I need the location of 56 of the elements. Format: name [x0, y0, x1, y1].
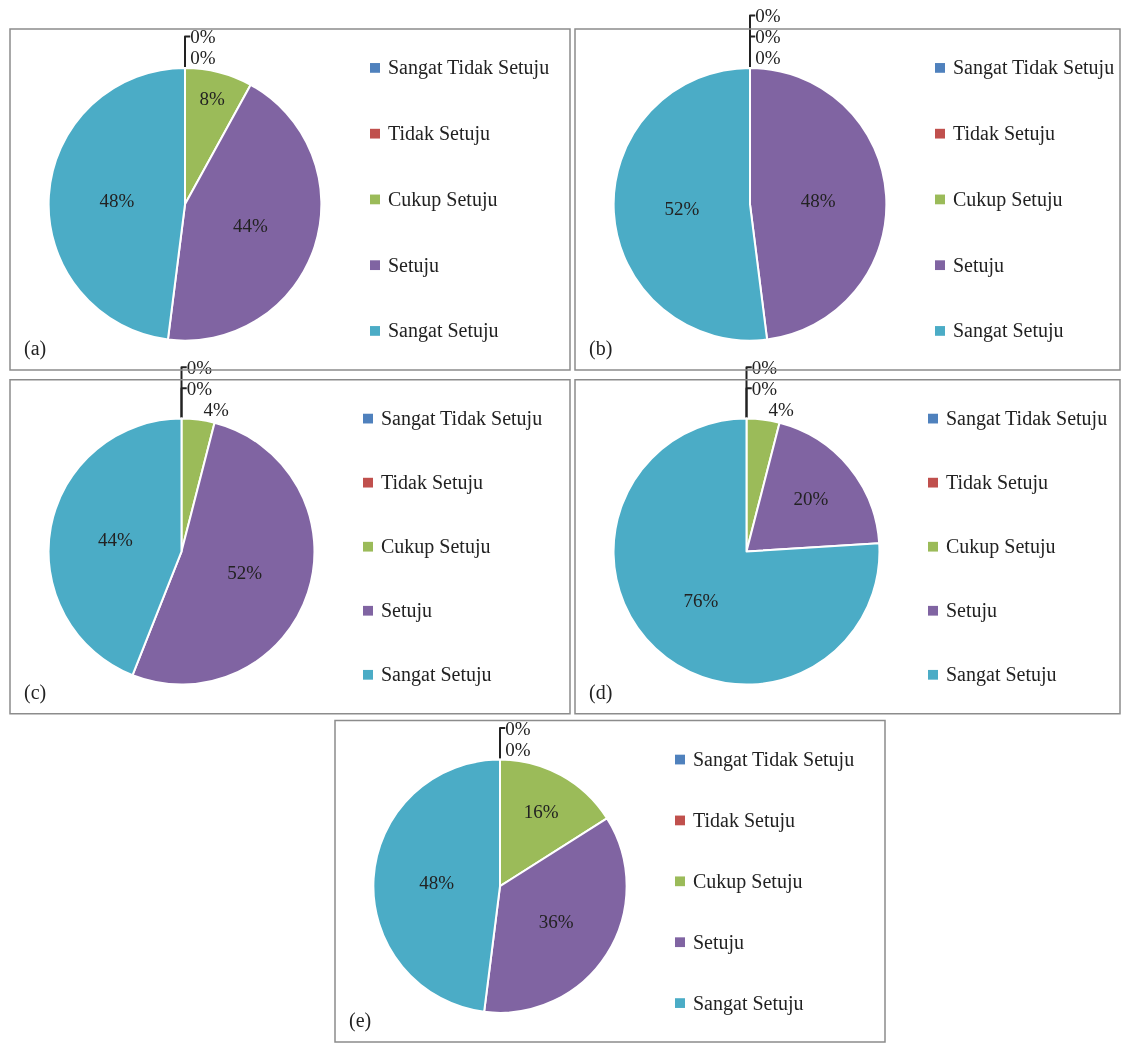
text: 0%: [190, 25, 216, 47]
legend-label: Cukup Setuju: [946, 535, 1056, 558]
data-label: 16%: [523, 800, 559, 822]
data-label: 8%: [199, 88, 225, 110]
text: (d): [589, 681, 613, 704]
legend-label: Sangat Tidak Setuju: [388, 56, 550, 79]
text: 0%: [755, 4, 781, 26]
legend-label: Tidak Setuju: [946, 471, 1049, 494]
data-label: 4%: [768, 398, 794, 420]
legend-label: Setuju: [381, 599, 433, 622]
data-label: 48%: [419, 871, 455, 893]
text: (a): [24, 337, 47, 360]
data-label: 52%: [227, 561, 263, 583]
legend-label: Setuju: [946, 599, 998, 622]
data-label: 4%: [203, 398, 229, 420]
text: (e): [349, 1009, 372, 1032]
data-label: 52%: [664, 198, 700, 220]
legend-label: Setuju: [388, 254, 440, 277]
data-label: 48%: [99, 189, 135, 211]
text: 0%: [505, 717, 531, 739]
legend-label: Sangat Tidak Setuju: [381, 407, 543, 430]
data-label: 44%: [232, 215, 268, 237]
legend-label: Tidak Setuju: [388, 122, 491, 145]
data-label: 44%: [98, 528, 134, 550]
data-label: 36%: [538, 911, 574, 933]
data-label: 48%: [800, 189, 836, 211]
legend-label: Sangat Setuju: [693, 992, 804, 1015]
text: 0%: [751, 377, 778, 399]
legend-label: Cukup Setuju: [381, 535, 491, 558]
legend-label: Tidak Setuju: [693, 809, 796, 832]
pie-slice: [612, 417, 881, 686]
legend-label: Sangat Tidak Setuju: [946, 407, 1108, 430]
legend-label: Sangat Setuju: [946, 663, 1057, 686]
text: 0%: [505, 738, 531, 760]
legend-label: Sangat Tidak Setuju: [693, 748, 855, 771]
text: 0%: [751, 356, 778, 378]
legend-label: Sangat Setuju: [388, 319, 499, 342]
legend-label: Cukup Setuju: [953, 188, 1063, 211]
legend-label: Setuju: [953, 254, 1005, 277]
text: (b): [589, 337, 613, 360]
text: 0%: [755, 46, 781, 68]
legend-label: Sangat Tidak Setuju: [953, 56, 1115, 79]
text: 0%: [755, 25, 781, 47]
data-label: 76%: [683, 589, 719, 611]
legend-label: Sangat Setuju: [381, 663, 492, 686]
data-label: 20%: [793, 487, 829, 509]
legend-label: Tidak Setuju: [953, 122, 1056, 145]
legend-label: Setuju: [693, 931, 745, 954]
text: 0%: [190, 46, 216, 68]
legend-label: Sangat Setuju: [953, 319, 1064, 342]
text: 0%: [186, 356, 213, 378]
legend-label: Tidak Setuju: [381, 471, 484, 494]
text: (c): [24, 681, 47, 704]
text: 0%: [186, 377, 213, 399]
legend-label: Cukup Setuju: [388, 188, 498, 211]
legend-label: Cukup Setuju: [693, 870, 803, 893]
